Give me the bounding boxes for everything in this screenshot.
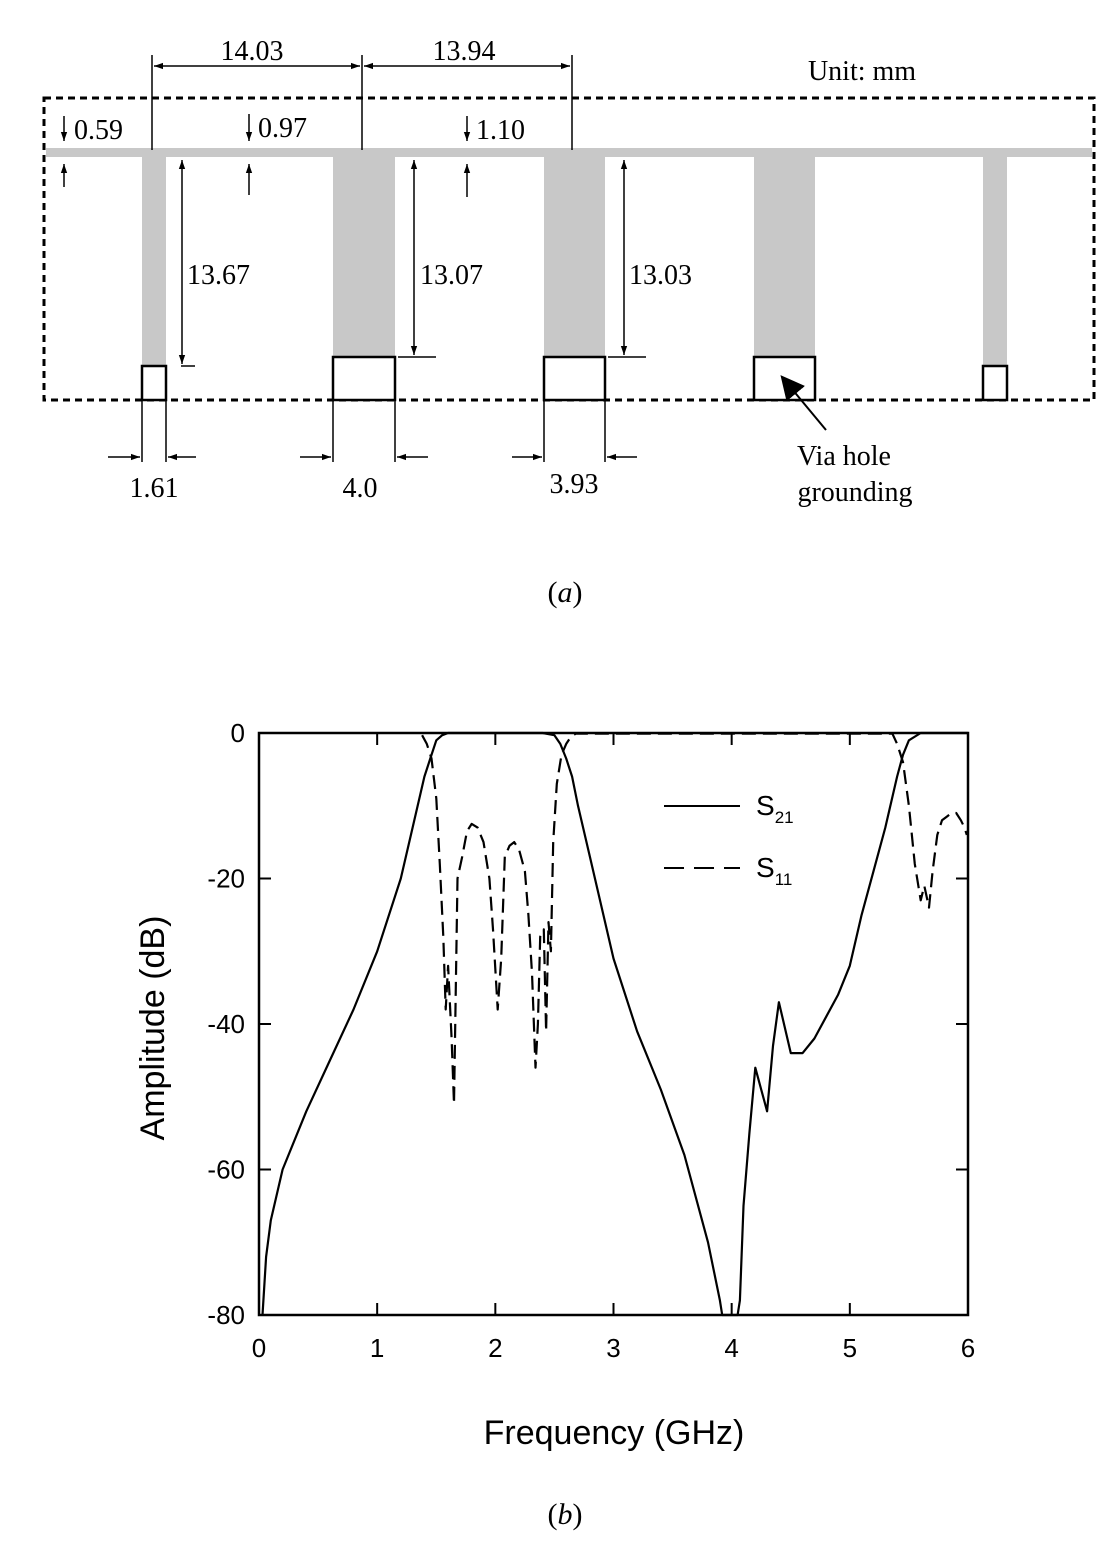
via-note-line2: grounding	[797, 477, 912, 508]
stub-length-label-3: 13.03	[629, 260, 692, 291]
y-axis-title: Amplitude (dB)	[134, 916, 172, 1141]
y-tick-label-4: -80	[207, 1300, 245, 1330]
via-pad-5	[981, 364, 1009, 402]
stub-4	[754, 148, 815, 358]
spacing-label-2: 13.94	[433, 36, 496, 67]
series-line-s21	[261, 731, 968, 1317]
x-tick-label-6: 6	[961, 1333, 975, 1363]
spacing-label-1: 14.03	[221, 36, 284, 67]
via-pads	[140, 355, 1009, 402]
y-tick-label-2: -40	[207, 1009, 245, 1039]
y-tick-label-0: 0	[231, 718, 245, 748]
x-tick-label-0: 0	[252, 1333, 266, 1363]
panel-b-label: (b)	[548, 1498, 583, 1531]
line-width-label-1: 0.59	[74, 115, 123, 146]
stub-1	[142, 148, 166, 366]
stub-length-dimensions	[178, 160, 646, 367]
y-tick-label-1: -20	[207, 864, 245, 894]
metal-traces	[46, 148, 1092, 366]
via-callout-arrow	[780, 375, 827, 431]
y-tick-label-3: -60	[207, 1155, 245, 1185]
stub-width-dimensions	[108, 400, 637, 462]
legend-label-s11: S11	[756, 852, 792, 889]
via-pad-3	[542, 355, 607, 402]
via-note-line1: Via hole	[797, 441, 891, 472]
legend-label-s21: S21	[756, 790, 794, 827]
x-tick-label-1: 1	[370, 1333, 384, 1363]
x-tick-label-4: 4	[724, 1333, 738, 1363]
panel-a-label: (a)	[548, 576, 583, 609]
stub-width-label-1: 1.61	[130, 473, 179, 504]
stub-3	[544, 148, 605, 358]
line-width-label-3: 1.10	[476, 115, 525, 146]
stub-width-label-3: 3.93	[550, 469, 599, 500]
x-tick-label-5: 5	[843, 1333, 857, 1363]
via-pad-2	[331, 355, 397, 402]
stub-length-label-2: 13.07	[420, 260, 483, 291]
stub-5	[983, 148, 1007, 366]
layout-diagram: 14.03 13.94 Unit: mm 0.59 0.97 1.10 13.6…	[42, 36, 1096, 609]
line-width-dimensions	[60, 114, 471, 197]
s-parameter-chart: 0 1 2 3 4 5 6 0 -20 -40 -60 -80 Frequency (GHz) Am…	[134, 718, 975, 1531]
x-tick-label-3: 3	[606, 1333, 620, 1363]
x-axis-ticks: 0 1 2 3 4 5 6	[252, 733, 975, 1363]
stub-width-label-2: 4.0	[343, 473, 378, 504]
x-axis-title: Frequency (GHz)	[484, 1414, 745, 1452]
legend: S21 S11	[664, 790, 794, 889]
spacing-dimensions	[151, 55, 573, 150]
series-line-s11	[421, 732, 968, 1106]
stub-2	[333, 148, 395, 358]
x-tick-label-2: 2	[488, 1333, 502, 1363]
plot-frame	[257, 731, 970, 1317]
via-pad-1	[140, 364, 168, 402]
stub-length-label-1: 13.67	[187, 260, 250, 291]
plot-lines	[261, 731, 968, 1317]
y-axis-ticks: 0 -20 -40 -60 -80	[207, 718, 968, 1330]
unit-note: Unit: mm	[808, 56, 916, 87]
line-width-label-2: 0.97	[258, 113, 307, 144]
